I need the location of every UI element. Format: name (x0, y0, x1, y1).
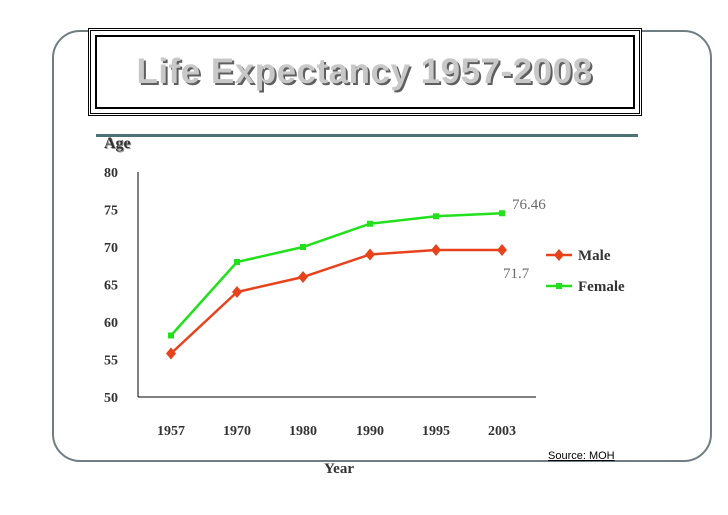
series-line-male (170, 248, 502, 355)
y-tick-label: 75 (104, 204, 118, 219)
x-tick-label: 1980 (289, 424, 317, 439)
data-point-female (433, 213, 439, 220)
x-tick-label: 1970 (223, 424, 251, 439)
data-point-female (499, 210, 505, 217)
x-axis-label: Year (324, 461, 354, 477)
series-line-female (170, 212, 503, 337)
chart-title: Life Expectancy 1957-2008 (136, 52, 593, 91)
data-point-male (298, 271, 308, 283)
legend-marker-male (554, 249, 564, 261)
data-point-female (300, 244, 306, 250)
y-tick-label: 80 (104, 166, 118, 181)
x-tick-label: 1957 (157, 424, 185, 439)
y-tick-label: 60 (104, 316, 118, 331)
data-label: 71.7 (503, 266, 530, 282)
y-tick-label: 50 (104, 391, 118, 406)
data-point-male (232, 286, 242, 298)
title-rule (96, 134, 638, 137)
legend-label-female: Female (578, 279, 625, 295)
y-tick-label: 65 (104, 279, 118, 294)
x-tick-label: 2003 (488, 424, 516, 439)
y-tick-label: 55 (104, 354, 118, 369)
data-label: 76.46 (512, 197, 546, 213)
y-tick-label: 70 (104, 241, 118, 256)
x-tick-label: 1995 (422, 424, 450, 439)
title-box (88, 28, 642, 116)
y-axis-label: Age (104, 135, 131, 152)
data-point-male (497, 244, 507, 256)
data-point-female (234, 259, 240, 265)
source-note: Source: MOH (548, 450, 615, 462)
data-point-female (367, 220, 373, 227)
data-point-female (168, 332, 174, 339)
x-tick-label: 1990 (356, 424, 384, 439)
legend-marker-female (556, 283, 562, 289)
data-point-male (166, 347, 176, 360)
data-point-male (431, 244, 441, 256)
data-point-male (365, 248, 375, 261)
legend-label-male: Male (578, 248, 611, 264)
